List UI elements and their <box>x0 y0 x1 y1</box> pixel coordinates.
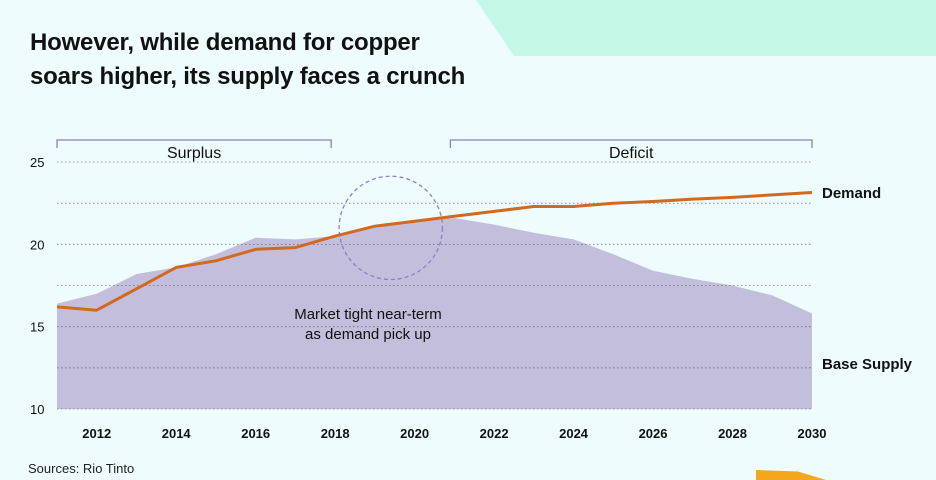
title-line-2-prefix: soars higher, its <box>30 63 218 90</box>
period-bracket <box>449 139 813 148</box>
supply-area <box>57 218 812 409</box>
source-note: Sources: Rio Tinto <box>28 461 135 476</box>
period-label: Deficit <box>609 145 654 162</box>
decorative-corner-shape <box>476 0 936 56</box>
x-tick-label: 2022 <box>480 426 509 441</box>
title-line-1: However, while demand for copper <box>30 29 420 56</box>
annotation-text-line-1: Market tight near-term <box>294 306 442 323</box>
annotation-text-line-2: as demand pick up <box>305 326 431 343</box>
x-tick-label: 2024 <box>559 426 589 441</box>
title-line-2-suffix: faces a crunch <box>293 63 466 90</box>
x-tick-label: 2016 <box>241 426 270 441</box>
y-tick-label: 25 <box>30 155 44 170</box>
logo-mark <box>756 470 826 480</box>
x-tick-label: 2014 <box>162 426 192 441</box>
y-tick-label: 10 <box>30 402 44 417</box>
chart-title: However, while demand for copper soars h… <box>30 26 465 94</box>
x-tick-label: 2030 <box>798 426 827 441</box>
x-tick-label: 2018 <box>321 426 350 441</box>
title-emphasis: supply <box>217 63 294 90</box>
period-bracket <box>56 139 332 148</box>
x-tick-label: 2020 <box>400 426 429 441</box>
x-tick-label: 2012 <box>82 426 111 441</box>
x-tick-label: 2026 <box>639 426 668 441</box>
annotation-circle <box>338 175 444 281</box>
y-tick-label: 15 <box>30 320 44 335</box>
x-tick-label: 2028 <box>718 426 747 441</box>
demand-line <box>56 191 813 312</box>
y-tick-label: 20 <box>30 237 44 252</box>
demand-series-label: Demand <box>822 185 881 202</box>
period-label: Surplus <box>167 145 221 162</box>
supply-series-label: Base Supply <box>822 356 913 373</box>
